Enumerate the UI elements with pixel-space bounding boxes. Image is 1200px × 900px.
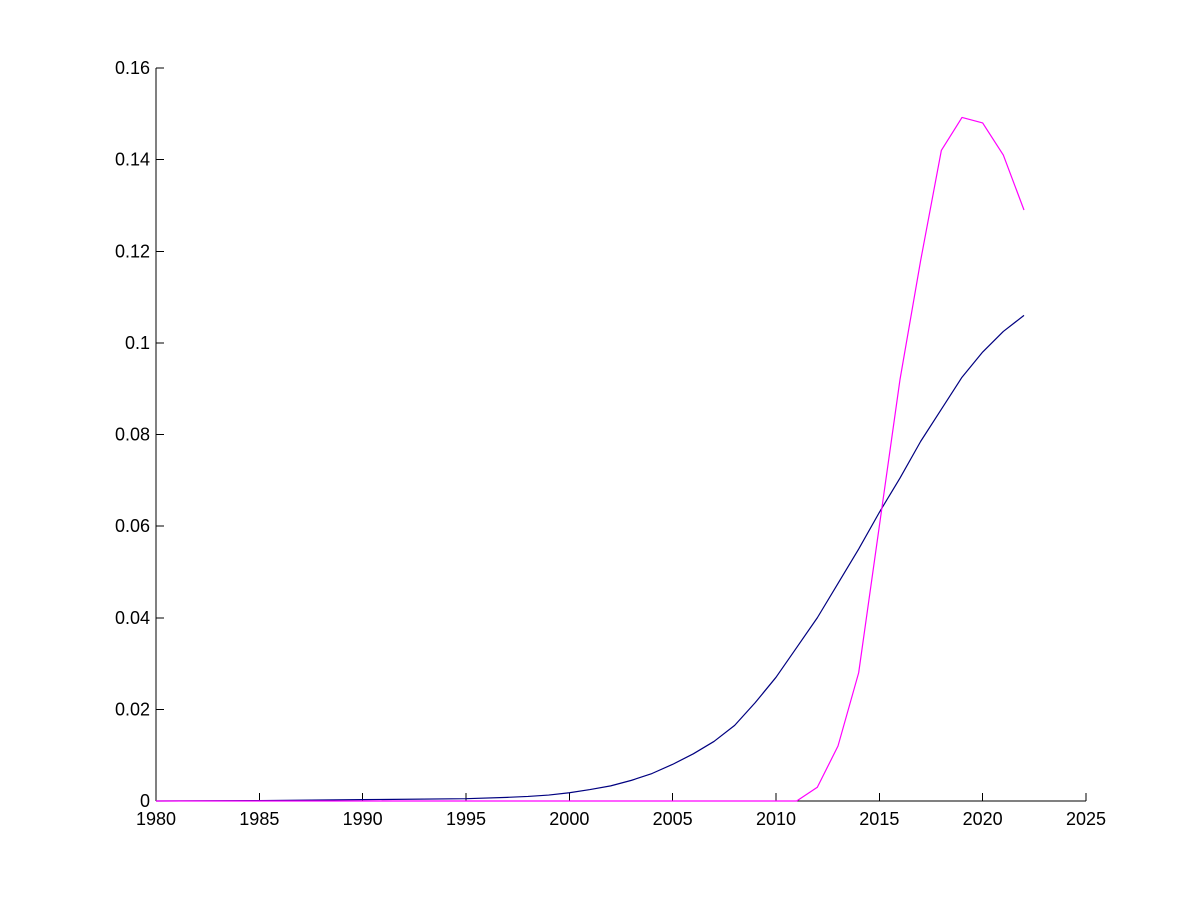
x-tick-label: 2010 [756,809,796,829]
y-tick-label: 0.16 [115,58,150,78]
series-line-2 [156,116,1025,802]
x-tick-label: 2005 [653,809,693,829]
x-tick-label: 2015 [859,809,899,829]
x-tick-label: 1990 [343,809,383,829]
y-tick-label: 0.02 [115,699,150,719]
y-tick-label: 0.12 [115,241,150,261]
series-line-1 [155,314,1025,802]
x-tick-label: 1980 [136,809,176,829]
x-tick-label: 2020 [963,809,1003,829]
y-tick-label: 0 [140,791,150,811]
y-tick-label: 0.06 [115,516,150,536]
y-tick-label: 0.04 [115,608,150,628]
y-tick-label: 0.08 [115,425,150,445]
tick-labels: 1980 1985 1990 1995 2000 2005 2010 2015 2020 2025… [115,58,1106,829]
x-tick-label: 2025 [1066,809,1106,829]
x-tick-label: 1985 [239,809,279,829]
y-tick-label: 0.1 [125,333,150,353]
y-tick-label: 0.14 [115,150,150,170]
axes [155,67,1087,802]
series-lines [155,116,1025,802]
x-tick-label: 2000 [549,809,589,829]
x-tick-label: 1995 [446,809,486,829]
